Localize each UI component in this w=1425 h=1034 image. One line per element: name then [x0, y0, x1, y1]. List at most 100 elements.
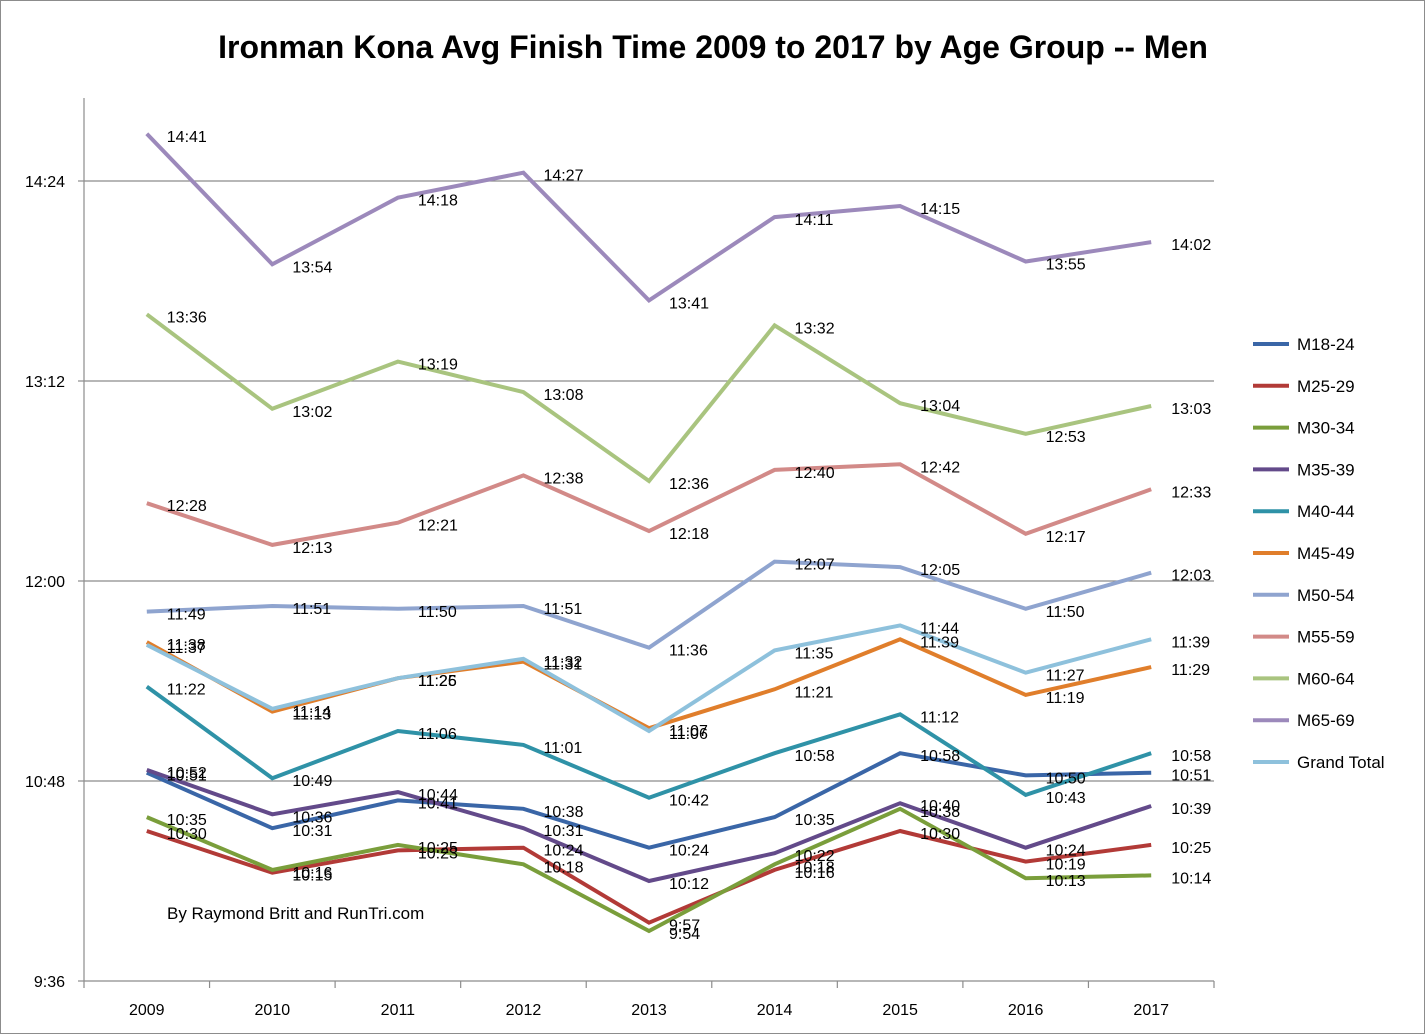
data-label: 11:37 — [167, 640, 206, 657]
series-line-m40-44 — [145, 684, 1152, 800]
series-line-m35-39 — [146, 768, 1152, 884]
data-label: 14:18 — [418, 193, 458, 210]
data-label: 9:57 — [669, 918, 700, 935]
data-label: 10:50 — [1046, 770, 1086, 787]
data-label: 10:24 — [1046, 843, 1086, 860]
data-label: 10:41 — [418, 795, 458, 812]
legend-entry: M30-34 — [1297, 419, 1355, 438]
data-label: 10:51 — [167, 768, 207, 785]
legend-entry: M65-69 — [1297, 711, 1355, 730]
data-label: 11:50 — [418, 604, 457, 621]
data-label: 11:51 — [543, 601, 582, 618]
data-label: 11:39 — [920, 634, 959, 651]
data-label: 11:26 — [418, 673, 457, 690]
data-label: 11:22 — [167, 682, 206, 699]
y-tick-label: 10:48 — [25, 774, 65, 791]
axes: 9:36 10:48 12:00 13:12 14:24 2009 2010 2011 2012… — [25, 98, 1215, 1019]
data-label: 14:15 — [920, 201, 960, 218]
x-tick-label: 2010 — [255, 1002, 291, 1019]
data-label: 13:41 — [669, 295, 709, 312]
data-label: 10:24 — [543, 843, 583, 860]
data-label: 11:07 — [669, 723, 708, 740]
gridlines — [84, 180, 1214, 782]
x-tick-label: 2009 — [129, 1002, 165, 1019]
data-label: 11:29 — [1171, 662, 1210, 679]
data-label: 11:50 — [1046, 604, 1085, 621]
data-label: 10:42 — [669, 793, 709, 810]
legend: M18-24 M25-29 M30-34 M35-39 M40-44 M45-49 M50-… — [1253, 335, 1385, 772]
y-tick-label: 14:24 — [25, 174, 65, 191]
data-label: 10:15 — [292, 868, 332, 885]
data-label: 11:44 — [920, 620, 959, 637]
data-label: 10:40 — [920, 798, 960, 815]
data-label: 10:38 — [543, 804, 583, 821]
data-label: 10:13 — [1046, 873, 1086, 890]
data-label: 11:32 — [543, 654, 582, 671]
legend-entry: M18-24 — [1297, 335, 1355, 354]
series-lines — [145, 132, 1152, 934]
data-label: 10:25 — [418, 840, 458, 857]
series-line-m60-64 — [145, 312, 1152, 484]
data-label: 11:21 — [795, 684, 834, 701]
data-label: 10:58 — [920, 748, 960, 765]
x-tick-label: 2016 — [1008, 1002, 1044, 1019]
data-label: 12:40 — [795, 465, 835, 482]
y-tick-label: 12:00 — [25, 574, 65, 591]
data-label: 12:28 — [167, 498, 207, 515]
y-tick-label: 9:36 — [34, 974, 65, 991]
data-label: 11:51 — [292, 601, 331, 618]
data-label: 10:18 — [543, 859, 583, 876]
data-label: 11:25 — [418, 673, 457, 690]
data-label: 10:18 — [795, 859, 835, 876]
data-label: 12:53 — [1046, 429, 1086, 446]
data-label: 10:35 — [167, 812, 207, 829]
data-label: 13:03 — [1171, 401, 1211, 418]
data-label: 12:36 — [669, 476, 709, 493]
data-label: 12:07 — [795, 557, 835, 574]
y-tick-label: 13:12 — [25, 374, 65, 391]
data-label: 10:12 — [669, 876, 709, 893]
legend-entry: Grand Total — [1297, 753, 1385, 772]
x-tick-label: 2013 — [631, 1002, 667, 1019]
data-label: 10:38 — [920, 804, 960, 821]
data-label: 12:18 — [669, 526, 709, 543]
data-label: 14:11 — [795, 212, 834, 229]
data-label: 10:30 — [167, 826, 207, 843]
data-label: 10:44 — [418, 787, 458, 804]
data-label: 11:31 — [543, 657, 582, 674]
series-line-m65-69 — [145, 132, 1152, 303]
data-label: 11:01 — [543, 740, 582, 757]
data-label: 10:52 — [167, 765, 207, 782]
data-label: 12:21 — [418, 518, 458, 535]
data-label: 10:23 — [418, 845, 458, 862]
data-label: 11:35 — [795, 645, 834, 662]
data-label: 12:03 — [1171, 568, 1211, 585]
data-label: 10:30 — [920, 826, 960, 843]
data-label: 10:35 — [795, 812, 835, 829]
x-tick-label: 2017 — [1133, 1002, 1169, 1019]
legend-entry: M55-59 — [1297, 628, 1355, 647]
data-label: 10:31 — [543, 823, 583, 840]
data-label: 10:43 — [1046, 790, 1086, 807]
data-label: 11:06 — [418, 726, 457, 743]
data-label: 13:04 — [920, 398, 960, 415]
data-label: 11:14 — [292, 704, 331, 721]
legend-entry: M25-29 — [1297, 377, 1355, 396]
data-label: 13:19 — [418, 357, 458, 374]
data-label: 10:58 — [795, 748, 835, 765]
data-labels: 10:51 10:31 10:41 10:38 10:24 10:35 10:58 10:50… — [167, 129, 1212, 943]
data-label: 10:14 — [1171, 870, 1211, 887]
data-label: 10:58 — [1171, 748, 1211, 765]
data-label: 11:12 — [920, 709, 959, 726]
data-label: 14:27 — [543, 168, 583, 185]
data-label: 12:38 — [543, 470, 583, 487]
data-label: 11:13 — [292, 707, 331, 724]
series-line-m50-54 — [146, 559, 1152, 650]
data-label: 13:08 — [543, 387, 583, 404]
data-label: 13:32 — [795, 320, 835, 337]
data-label: 10:24 — [669, 843, 709, 860]
legend-entry: M60-64 — [1297, 669, 1355, 688]
data-label: 14:02 — [1171, 237, 1211, 254]
